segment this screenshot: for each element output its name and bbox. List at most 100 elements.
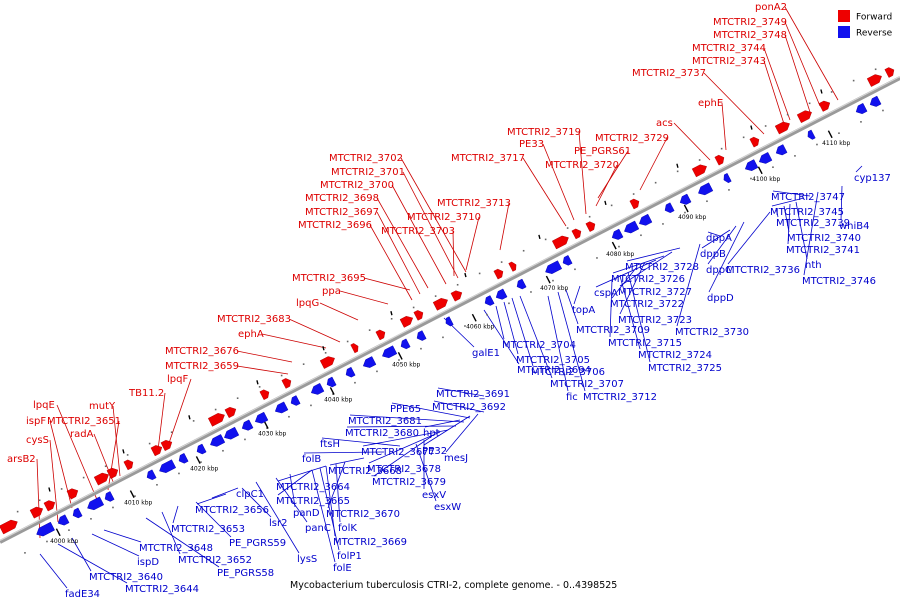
tick-label: 4110 kbp (822, 140, 850, 147)
tick-label: 4090 kbp (678, 214, 706, 221)
minor-tick (852, 79, 855, 82)
forward-gene (123, 459, 134, 471)
reverse-gene (679, 193, 692, 205)
minor-tick (706, 200, 708, 203)
reverse-gene-label: cspA (594, 288, 618, 299)
tick-label: 4020 kbp (190, 466, 218, 473)
reverse-gene (224, 426, 240, 440)
reverse-gene-label: folP1 (337, 551, 362, 562)
label-leader-line (721, 102, 727, 151)
forward-gene (93, 472, 109, 486)
reverse-gene-label: PPE65 (390, 404, 421, 415)
label-leader-line (619, 275, 641, 350)
label-leader-line (71, 537, 92, 572)
forward-gene (691, 164, 707, 178)
forward-gene-label: MTCTRI2_3743 (692, 56, 766, 67)
reverse-gene-label: MTCTRI2_3722 (610, 299, 684, 310)
minor-tick (82, 476, 85, 479)
label-leader-line (495, 305, 505, 340)
minor-tick (684, 211, 686, 214)
major-tick (611, 241, 617, 250)
major-tick (329, 387, 335, 395)
label-leader-line (452, 230, 455, 277)
forward-gene-label: MTCTRI2_3683 (217, 314, 291, 325)
forward-gene-label: cysS (26, 435, 49, 446)
minor-tick (148, 442, 151, 445)
reverse-gene-label: MTCTRI2_3746 (802, 276, 876, 287)
reverse-gene-label: MTCTRI2_3640 (89, 572, 163, 583)
forward-gene (796, 110, 812, 123)
reverse-gene (178, 453, 189, 464)
minor-tick (632, 193, 635, 195)
label-leader-line (319, 302, 359, 321)
label-leader-line (172, 505, 179, 524)
minor-tick (412, 306, 415, 309)
major-tick (48, 487, 51, 492)
reverse-gene-label: panC (305, 523, 331, 534)
tick-label: 4070 kbp (540, 285, 568, 292)
major-tick (195, 456, 201, 464)
label-leader-line (400, 157, 467, 273)
minor-tick (170, 431, 173, 434)
forward-gene-label: MTCTRI2_3713 (437, 198, 511, 209)
minor-tick (222, 449, 224, 452)
minor-tick (302, 363, 305, 365)
minor-tick (860, 121, 862, 123)
reverse-gene-label: MTCTRI2_3728 (625, 262, 699, 273)
reverse-gene (638, 213, 653, 226)
minor-tick (522, 249, 525, 252)
reverse-gene-label: MTCTRI2_3664 (276, 482, 350, 493)
forward-gene (399, 316, 414, 328)
minor-tick (200, 461, 202, 463)
label-leader-line (708, 221, 745, 293)
forward-gene (319, 356, 335, 369)
label-leader-line (522, 157, 567, 227)
minor-tick (156, 483, 158, 486)
minor-tick (530, 291, 532, 293)
reverse-gene-label: MTCTRI2_3707 (550, 379, 624, 390)
minor-tick (346, 340, 349, 343)
label-leader-line (626, 247, 681, 262)
label-leader-line (775, 207, 779, 218)
label-leader-line (391, 184, 447, 285)
minor-tick (772, 166, 774, 169)
minor-tick (368, 329, 371, 331)
label-leader-line (784, 6, 839, 101)
legend-swatch (838, 10, 850, 22)
minor-tick (420, 347, 422, 350)
label-leader-line (840, 185, 843, 221)
label-leader-line (103, 529, 142, 543)
minor-tick (90, 518, 92, 520)
reverse-gene (57, 514, 70, 526)
major-tick (322, 346, 325, 351)
label-leader-line (597, 150, 629, 199)
minor-tick (236, 397, 239, 399)
minor-tick (838, 132, 840, 134)
forward-gene-label: MTCTRI2_3698 (305, 193, 379, 204)
forward-gene (774, 121, 790, 135)
reverse-gene (241, 419, 254, 431)
reverse-gene-label: MTCTRI2_3681 (348, 416, 422, 427)
reverse-gene-label: MTCTRI2_3694 (517, 365, 591, 376)
forward-gene-label: lpqG (296, 298, 319, 309)
label-leader-line (676, 243, 701, 327)
label-leader-line (784, 21, 821, 107)
reverse-gene-label: whiB4 (839, 221, 870, 232)
reverse-gene (345, 366, 356, 378)
reverse-gene-label: dppD (707, 293, 734, 304)
label-leader-line (368, 431, 441, 464)
forward-gene-label: MTCTRI2_3748 (713, 30, 787, 41)
forward-gene-label: arsB2 (7, 454, 36, 465)
label-leader-line (503, 301, 519, 355)
forward-gene-label: MTCTRI2_3717 (451, 153, 525, 164)
reverse-gene (611, 228, 624, 240)
label-leader-line (483, 309, 520, 365)
label-leader-line (311, 469, 336, 563)
minor-tick (310, 404, 312, 407)
label-leader-line (39, 553, 68, 589)
minor-tick (618, 245, 620, 248)
label-leader-line (236, 365, 289, 375)
label-leader-line (57, 543, 128, 584)
minor-tick (662, 223, 664, 225)
label-leader-line (707, 225, 737, 265)
